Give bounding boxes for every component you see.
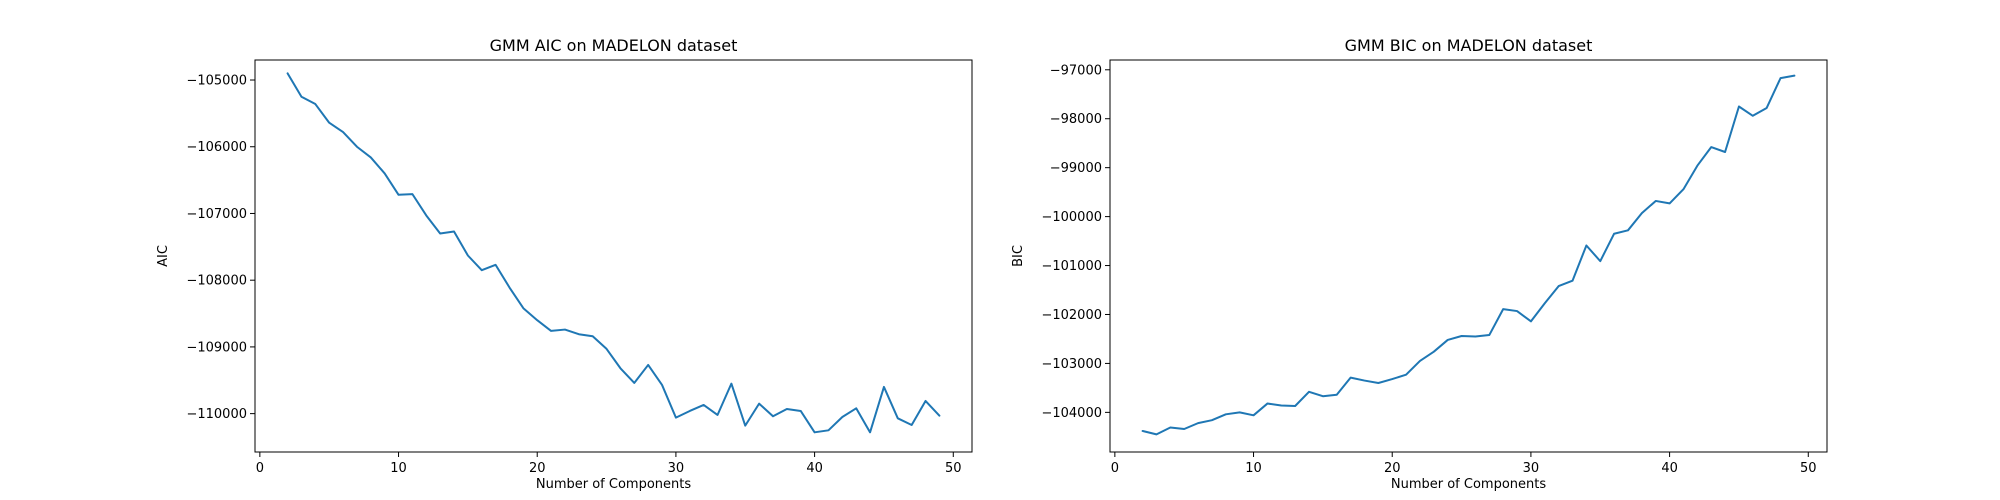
bic-chart: GMM BIC on MADELON dataset Number of Com… xyxy=(1011,36,1828,492)
x-tick-label: 10 xyxy=(390,461,407,476)
y-tick-label: −109000 xyxy=(186,340,247,355)
plot-frame xyxy=(254,59,973,453)
y-tick-label: −106000 xyxy=(186,140,247,155)
y-tick-label: −103000 xyxy=(1041,357,1102,372)
y-tick-label: −104000 xyxy=(1041,406,1102,421)
y-tick-label: −105000 xyxy=(186,74,247,89)
plot-frame xyxy=(1109,59,1828,453)
chart-title: GMM AIC on MADELON dataset xyxy=(490,36,738,55)
x-tick-label: 20 xyxy=(529,461,546,476)
y-tick-label: −99000 xyxy=(1050,161,1102,176)
y-tick-label: −101000 xyxy=(1041,259,1102,274)
aic-chart: GMM AIC on MADELON dataset Number of Com… xyxy=(156,36,973,492)
x-tick-label: 0 xyxy=(256,461,264,476)
y-tick-label: −108000 xyxy=(186,274,247,289)
y-tick-label: −107000 xyxy=(186,207,247,222)
y-tick-label: −110000 xyxy=(186,407,247,422)
chart-title: GMM BIC on MADELON dataset xyxy=(1345,36,1593,55)
x-tick-label: 30 xyxy=(668,461,685,476)
x-tick-label: 40 xyxy=(1661,461,1678,476)
x-tick-label: 40 xyxy=(806,461,823,476)
x-tick-label: 0 xyxy=(1111,461,1119,476)
x-tick-label: 50 xyxy=(945,461,962,476)
series-line xyxy=(286,72,941,434)
x-tick-label: 20 xyxy=(1384,461,1401,476)
series-line xyxy=(1141,74,1796,436)
y-tick-label: −102000 xyxy=(1041,308,1102,323)
x-axis-label: Number of Components xyxy=(536,477,691,492)
y-axis-label: AIC xyxy=(156,245,171,267)
x-tick-label: 10 xyxy=(1245,461,1262,476)
x-tick-label: 30 xyxy=(1523,461,1540,476)
y-tick-label: −97000 xyxy=(1050,63,1102,78)
y-tick-label: −98000 xyxy=(1050,112,1102,127)
y-axis-label: BIC xyxy=(1011,245,1026,267)
x-tick-label: 50 xyxy=(1800,461,1817,476)
y-tick-label: −100000 xyxy=(1041,210,1102,225)
x-axis-label: Number of Components xyxy=(1391,477,1546,492)
